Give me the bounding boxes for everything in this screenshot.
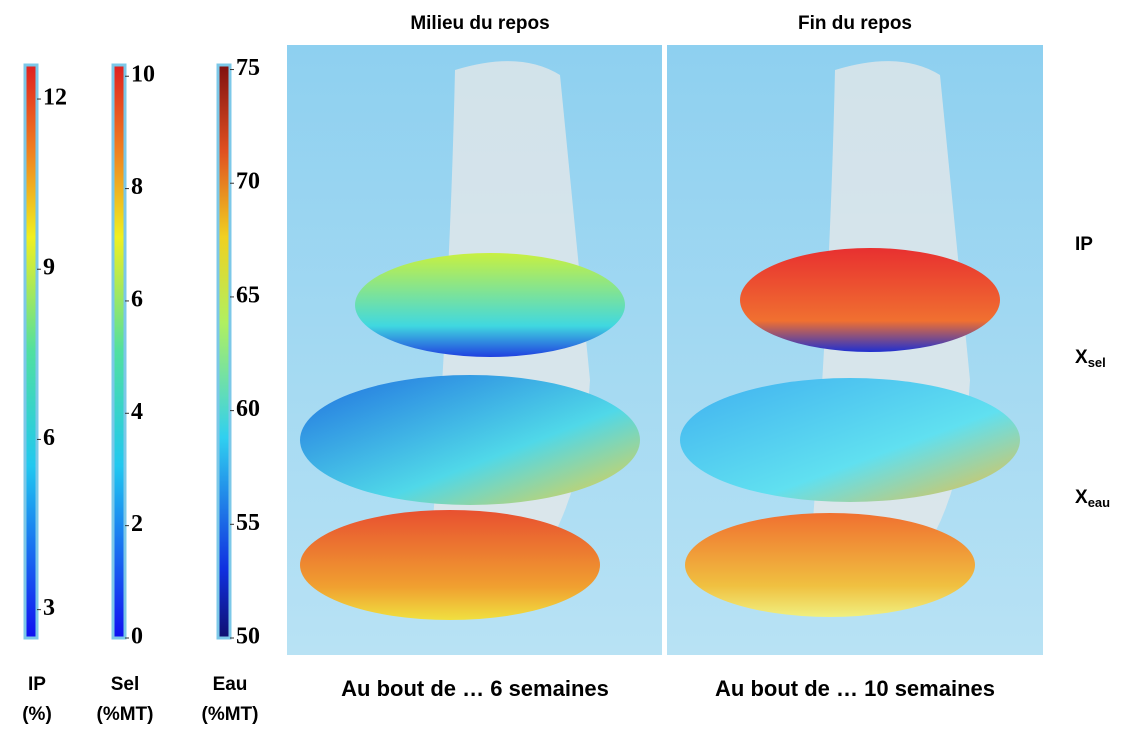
tick-label: 3 xyxy=(43,595,55,621)
row-label: Xeau xyxy=(1075,487,1110,510)
row-label: IP xyxy=(1075,234,1093,255)
row-label-main: X xyxy=(1075,347,1088,368)
tick-label: 50 xyxy=(236,624,260,650)
panel-title: Fin du repos xyxy=(798,13,912,34)
colorbar xyxy=(23,63,39,640)
tick-label: 6 xyxy=(43,425,55,451)
panel-title: Milieu du repos xyxy=(410,13,549,34)
tick-label: 9 xyxy=(43,255,55,281)
tick-label: 4 xyxy=(131,399,143,425)
tick-label: 65 xyxy=(236,282,260,308)
tick-label: 2 xyxy=(131,511,143,537)
tick-label: 0 xyxy=(131,624,143,650)
tick-label: 6 xyxy=(131,286,143,312)
colorbar-label: (%MT) xyxy=(97,704,154,725)
panel-caption: Au bout de … 10 semaines xyxy=(715,676,995,701)
tick-label: 55 xyxy=(236,510,260,536)
colorbar xyxy=(216,63,232,640)
tick-label: 8 xyxy=(131,174,143,200)
row-label-sub: sel xyxy=(1088,355,1106,370)
panel-1-image xyxy=(287,45,662,655)
panel-caption: Au bout de … 6 semaines xyxy=(341,676,609,701)
colorbar-label: (%MT) xyxy=(202,704,259,725)
colorbar-label: Sel xyxy=(111,674,140,695)
colorbar-label: Eau xyxy=(213,674,248,695)
colorbar-label: (%) xyxy=(22,704,52,725)
row-label-main: X xyxy=(1075,487,1088,508)
row-label: Xsel xyxy=(1075,347,1106,370)
tick-label: 75 xyxy=(236,55,260,81)
tick-label: 60 xyxy=(236,396,260,422)
tick-label: 70 xyxy=(236,169,260,195)
colorbar-label: IP xyxy=(28,674,46,695)
tick-label: 12 xyxy=(43,85,67,111)
row-label-sub: eau xyxy=(1088,495,1110,510)
panel-2-image xyxy=(667,45,1043,655)
tick-label: 10 xyxy=(131,62,155,88)
colorbar xyxy=(111,63,127,640)
